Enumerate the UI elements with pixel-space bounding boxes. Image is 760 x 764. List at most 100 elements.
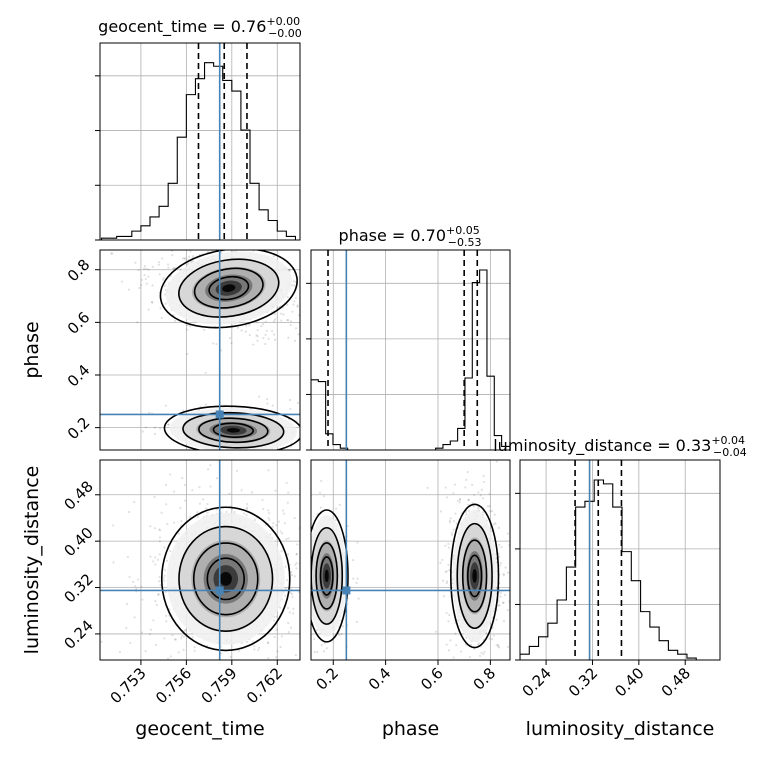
sample-point bbox=[305, 578, 307, 580]
sample-point bbox=[459, 701, 461, 703]
sample-point bbox=[285, 481, 288, 484]
sample-point bbox=[177, 651, 180, 654]
sample-point bbox=[313, 638, 316, 641]
sample-point bbox=[295, 552, 298, 556]
sample-point bbox=[167, 423, 170, 426]
sample-point bbox=[308, 616, 310, 618]
sample-point bbox=[279, 530, 282, 533]
sample-point bbox=[118, 650, 121, 654]
sample-point bbox=[502, 601, 505, 604]
sample-point bbox=[273, 338, 277, 341]
sample-point bbox=[319, 506, 323, 509]
sample-point bbox=[169, 473, 172, 476]
sample-point bbox=[154, 599, 157, 603]
sample-point bbox=[500, 545, 503, 549]
sample-point bbox=[465, 688, 467, 690]
sample-point bbox=[171, 267, 175, 270]
sample-point bbox=[304, 533, 306, 535]
title-upper-error: +0.00 bbox=[266, 15, 300, 28]
sample-point bbox=[466, 669, 468, 671]
sample-point bbox=[287, 491, 290, 494]
sample-point bbox=[355, 301, 357, 303]
sample-point bbox=[491, 638, 494, 641]
sample-point bbox=[472, 505, 475, 508]
sample-point bbox=[164, 404, 167, 407]
sample-point bbox=[151, 265, 154, 268]
sample-point bbox=[191, 636, 194, 639]
sample-point bbox=[144, 278, 147, 281]
sample-point bbox=[325, 647, 328, 650]
contour-line bbox=[178, 525, 274, 632]
sample-point bbox=[498, 555, 501, 558]
sample-point bbox=[155, 603, 158, 607]
sample-point bbox=[284, 594, 287, 597]
sample-point bbox=[290, 570, 293, 574]
contour-line bbox=[456, 522, 493, 630]
sample-point bbox=[245, 507, 248, 510]
sample-point bbox=[169, 550, 172, 553]
sample-point bbox=[513, 593, 515, 595]
sample-point bbox=[160, 511, 163, 514]
sample-point bbox=[153, 426, 157, 429]
sample-point bbox=[293, 339, 297, 343]
panel-frame bbox=[310, 249, 511, 451]
sample-point bbox=[165, 620, 168, 623]
sample-point bbox=[275, 615, 278, 618]
sample-point bbox=[147, 275, 150, 278]
sample-point bbox=[338, 633, 341, 636]
joint-geocent_time-luminosity_distance bbox=[100, 464, 307, 669]
sample-point bbox=[488, 505, 491, 508]
sample-point bbox=[174, 638, 178, 641]
sample-point bbox=[183, 635, 186, 638]
sample-point bbox=[287, 667, 289, 669]
sample-point bbox=[193, 649, 196, 652]
sample-point bbox=[157, 241, 159, 243]
x-tick-label-luminosity_distance: 0.32 bbox=[565, 664, 601, 700]
contour-line bbox=[206, 557, 246, 601]
sample-point bbox=[244, 330, 248, 333]
grid-lines bbox=[520, 460, 720, 660]
sample-point bbox=[148, 633, 152, 636]
sample-point bbox=[159, 584, 162, 587]
contour-line bbox=[208, 275, 250, 301]
sample-point bbox=[140, 284, 143, 287]
sample-point bbox=[206, 644, 209, 648]
sample-point bbox=[467, 498, 470, 501]
sample-point bbox=[100, 640, 103, 643]
sample-point bbox=[291, 310, 294, 313]
sample-point bbox=[172, 313, 175, 317]
sample-point bbox=[293, 516, 296, 520]
sample-point bbox=[468, 655, 472, 659]
sample-point bbox=[169, 275, 172, 278]
sample-point bbox=[294, 296, 298, 300]
sample-point bbox=[253, 518, 256, 522]
sample-point bbox=[324, 349, 326, 351]
sample-point bbox=[312, 666, 314, 668]
sample-point bbox=[264, 320, 267, 323]
x-tick-label-phase: 0.6 bbox=[417, 664, 447, 694]
sample-point bbox=[469, 661, 471, 663]
sample-point bbox=[322, 495, 326, 498]
sample-point bbox=[241, 450, 243, 452]
sample-point bbox=[151, 284, 154, 287]
sample-point bbox=[506, 608, 509, 612]
sample-point bbox=[205, 507, 208, 510]
x-axis-label-geocent_time: geocent_time bbox=[135, 718, 264, 740]
sample-point bbox=[471, 483, 474, 486]
sample-point bbox=[157, 263, 160, 266]
sample-point bbox=[449, 639, 452, 642]
sample-point bbox=[145, 282, 148, 285]
sample-point bbox=[512, 609, 514, 611]
sample-point bbox=[288, 611, 291, 614]
sample-point bbox=[475, 703, 477, 705]
sample-point bbox=[293, 575, 296, 578]
sample-point bbox=[220, 652, 223, 655]
sample-point bbox=[305, 618, 307, 620]
x-tick-label-geocent_time: 0.753 bbox=[107, 664, 150, 707]
density-level bbox=[472, 569, 477, 583]
contour-line bbox=[319, 556, 334, 596]
contour-line bbox=[466, 554, 483, 598]
sample-point bbox=[506, 532, 509, 535]
sample-point bbox=[294, 654, 297, 657]
sample-point bbox=[225, 236, 227, 238]
